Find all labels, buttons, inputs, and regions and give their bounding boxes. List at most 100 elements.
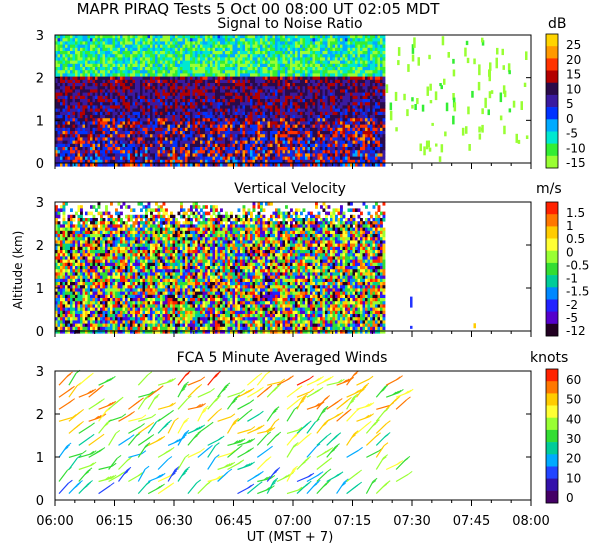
colorbar-label: 50 <box>566 393 581 407</box>
wind-barb <box>247 372 263 386</box>
colorbar-swatch <box>546 34 558 47</box>
wind-barb <box>167 417 179 434</box>
wind-barb <box>356 402 375 410</box>
wind-barb <box>108 429 121 446</box>
colorbar-swatch <box>546 94 558 108</box>
wind-barb <box>187 376 206 386</box>
wind-barb <box>207 442 220 458</box>
wind-barb <box>177 429 190 446</box>
wind-barb <box>326 443 340 458</box>
y-tick-label: 0 <box>36 494 44 509</box>
wind-barb <box>157 419 172 434</box>
colorbar-swatch <box>546 202 558 215</box>
figure-title: MAPR PIRAQ Tests 5 Oct 00 08:00 UT 02:05… <box>77 0 441 18</box>
wind-barb <box>137 371 153 386</box>
wind-barb <box>296 420 312 434</box>
x-tick-label: 06:45 <box>215 514 252 529</box>
wind-barb <box>266 467 281 482</box>
wind-barb <box>286 385 303 398</box>
wind-barb <box>127 431 142 446</box>
wind-barb <box>326 411 344 422</box>
wind-barb <box>147 472 166 483</box>
wind-barb <box>137 394 151 410</box>
wind-barb <box>247 470 264 483</box>
wind-barb <box>78 422 95 434</box>
wind-barb <box>346 481 363 495</box>
colorbar-label: 60 <box>566 373 581 387</box>
wind-barb <box>346 430 359 446</box>
colorbar-swatch <box>546 478 558 492</box>
wind-barb <box>147 435 166 446</box>
wind-barb <box>286 465 298 482</box>
wind-barb <box>227 389 246 398</box>
wind-barb <box>177 466 190 482</box>
y-tick-label: 0 <box>36 157 44 172</box>
wind-barb <box>375 454 389 470</box>
colorbar-swatch <box>546 369 558 382</box>
wind-barb <box>187 383 203 398</box>
panel-2-title: Vertical Velocity <box>234 181 346 197</box>
wind-barb <box>108 471 126 483</box>
wind-barb <box>58 442 72 458</box>
wind-barb <box>147 393 160 410</box>
wind-barb <box>247 386 264 398</box>
x-tick-label: 06:00 <box>36 514 73 529</box>
wind-barb <box>197 387 215 398</box>
wind-barb <box>395 470 413 483</box>
wind-barb <box>217 413 236 422</box>
panel-3-colorbar: 60 50 40 30 20 10 0 <box>545 368 581 505</box>
wind-barb <box>256 456 272 470</box>
wind-barb <box>237 426 256 434</box>
wind-barb <box>217 468 233 482</box>
wind-barb <box>167 466 180 482</box>
colorbar-label: 10 <box>566 82 581 96</box>
wind-barb <box>78 433 95 446</box>
wind-barb <box>226 417 239 434</box>
wind-barb <box>237 399 255 410</box>
colorbar-label: 1.5 <box>566 206 585 220</box>
colorbar-swatch <box>546 466 558 479</box>
colorbar-label: -5 <box>566 127 578 141</box>
wind-barb <box>157 377 176 386</box>
wind-barb <box>296 393 308 410</box>
wind-barb <box>346 469 363 482</box>
colorbar-swatch <box>546 405 558 418</box>
x-tick-label: 06:15 <box>96 514 133 529</box>
wind-barb <box>276 375 294 386</box>
wind-barb <box>78 467 93 482</box>
wind-barb <box>68 480 83 495</box>
wind-barb <box>78 450 97 458</box>
wind-barb <box>118 434 135 446</box>
wind-barb <box>326 378 345 386</box>
wind-barb <box>207 370 221 386</box>
y-tick-label: 1 <box>36 282 44 297</box>
colorbar-label: -2 <box>566 298 578 312</box>
x-tick-label: 07:15 <box>334 514 371 529</box>
x-tick-label: 07:45 <box>453 514 490 529</box>
wind-barb <box>385 460 404 471</box>
wind-barb <box>366 447 384 458</box>
colorbar-swatch <box>546 143 558 157</box>
colorbar-swatch <box>546 287 558 300</box>
colorbar-label: 1 <box>566 219 574 233</box>
panel-3-frame <box>54 370 532 501</box>
y-tick-label: 2 <box>36 408 44 423</box>
panel-2-heatmap <box>55 202 476 334</box>
wind-barb <box>326 471 344 483</box>
wind-barb <box>207 408 222 422</box>
wind-barb <box>296 432 312 446</box>
panel-1-heatmap <box>55 35 529 167</box>
y-tick-label: 3 <box>36 196 44 211</box>
wind-barb <box>336 408 352 422</box>
wind-barb <box>187 447 205 458</box>
colorbar-label: 20 <box>566 452 581 466</box>
wind-barb <box>266 418 280 434</box>
wind-barb <box>227 459 245 471</box>
wind-barb <box>98 375 116 386</box>
wind-barb <box>68 369 81 386</box>
wind-barb <box>217 382 231 398</box>
wind-barb <box>306 471 324 483</box>
